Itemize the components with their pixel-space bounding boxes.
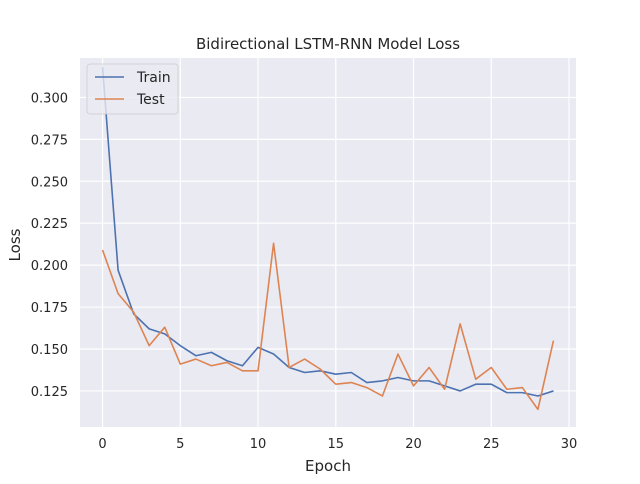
y-tick-label: 0.250 — [31, 175, 68, 190]
y-tick-label: 0.300 — [31, 91, 68, 106]
legend-label-test: Test — [136, 92, 165, 108]
y-gridlines — [80, 96, 576, 392]
chart-title: Bidirectional LSTM-RNN Model Loss — [196, 35, 460, 53]
series-line-train — [101, 67, 554, 397]
x-tick-label: 15 — [328, 437, 345, 452]
x-tick-label: 20 — [405, 437, 422, 452]
y-tick-label: 0.225 — [31, 217, 68, 232]
y-tick-label: 0.175 — [31, 301, 68, 316]
y-tick-label: 0.150 — [31, 343, 68, 358]
x-gridlines — [101, 58, 570, 427]
x-tick-label: 0 — [98, 437, 106, 452]
x-tick-label: 10 — [250, 437, 267, 452]
y-tick-label: 0.125 — [31, 385, 68, 400]
series-lines — [101, 67, 555, 411]
y-tick-label: 0.200 — [31, 259, 68, 274]
y-axis-label: Loss — [6, 228, 24, 261]
x-tick-labels: 0 5 10 15 20 25 30 — [98, 437, 577, 452]
x-axis-label: Epoch — [305, 457, 351, 475]
x-tick-label: 5 — [176, 437, 184, 452]
y-tick-label: 0.275 — [31, 133, 68, 148]
legend-label-train: Train — [136, 70, 171, 86]
plot-area — [80, 58, 576, 427]
y-tick-labels: 0.125 0.150 0.175 0.200 0.225 0.250 0.275 0.300 — [31, 91, 68, 400]
legend: Train Test — [86, 63, 179, 115]
x-tick-label: 25 — [483, 437, 500, 452]
x-tick-label: 30 — [561, 437, 578, 452]
series-line-test — [101, 242, 555, 411]
